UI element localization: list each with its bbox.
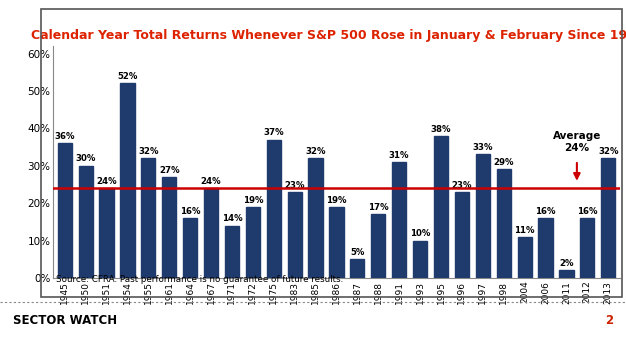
Bar [538,218,553,278]
Bar [476,154,490,278]
Bar [204,188,218,278]
Text: 24%: 24% [96,177,117,186]
Text: 24%: 24% [201,177,222,186]
Bar [496,169,511,278]
Text: 31%: 31% [389,151,409,160]
Bar [225,225,239,278]
Bar [455,192,469,278]
Bar [246,207,260,278]
Text: Source: CFRA. Past performance is no guarantee of future results.: Source: CFRA. Past performance is no gua… [56,275,344,283]
Bar [559,270,573,278]
Text: 19%: 19% [243,196,263,205]
Text: 52%: 52% [117,72,138,81]
Text: 14%: 14% [222,214,242,223]
Bar [392,162,406,278]
Bar [518,237,531,278]
Text: 30%: 30% [75,154,96,163]
Text: 19%: 19% [326,196,347,205]
Text: 38%: 38% [431,124,451,134]
Text: 36%: 36% [54,132,75,141]
Bar [309,158,322,278]
Text: 27%: 27% [159,166,180,175]
Text: 2%: 2% [559,259,573,268]
Bar [351,259,364,278]
Text: Average
24%: Average 24% [553,131,601,153]
Bar [434,136,448,278]
Bar [78,166,93,278]
Text: 23%: 23% [451,181,472,190]
Bar [183,218,197,278]
Bar [287,192,302,278]
Text: 37%: 37% [264,128,284,137]
Text: 2: 2 [605,314,613,327]
Text: 29%: 29% [493,158,514,167]
Text: 23%: 23% [284,181,305,190]
Text: SECTOR WATCH: SECTOR WATCH [13,314,116,327]
Bar [329,207,344,278]
Text: 16%: 16% [180,207,200,216]
Bar [413,240,427,278]
Text: 17%: 17% [368,203,389,212]
Bar [58,143,72,278]
Text: 16%: 16% [577,207,598,216]
Text: 5%: 5% [350,248,364,257]
Text: 32%: 32% [138,147,158,156]
Text: 32%: 32% [305,147,326,156]
Text: 10%: 10% [410,229,430,238]
Text: 16%: 16% [535,207,556,216]
Bar [580,218,595,278]
Bar [100,188,114,278]
Text: 32%: 32% [598,147,618,156]
Text: 11%: 11% [515,225,535,235]
Bar [371,214,386,278]
Bar [162,177,177,278]
Bar [601,158,615,278]
Text: Calendar Year Total Returns Whenever S&P 500 Rose in January & February Since 19: Calendar Year Total Returns Whenever S&P… [31,29,626,42]
Bar [120,84,135,278]
Bar [141,158,155,278]
Text: 33%: 33% [473,143,493,152]
Bar [267,139,281,278]
